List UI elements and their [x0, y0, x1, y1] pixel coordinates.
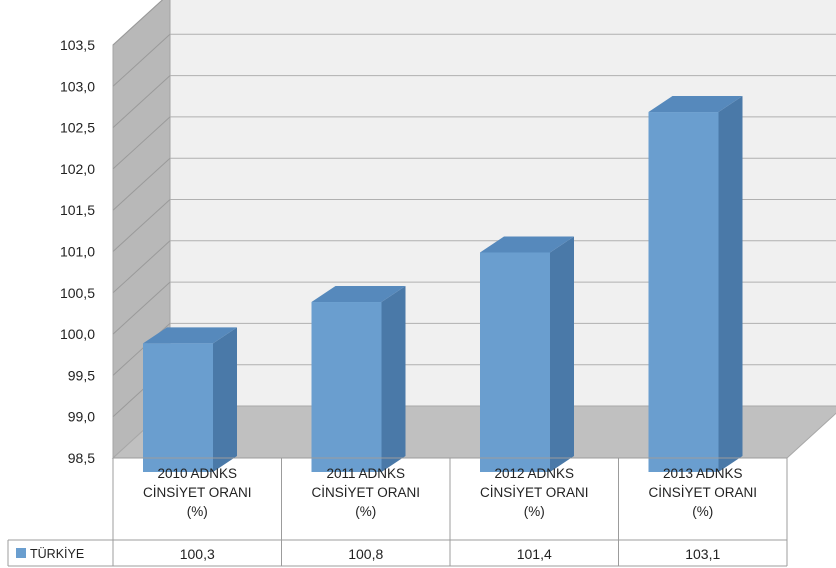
y-tick-label: 101,5	[60, 202, 95, 218]
gridline-side	[112, 75, 171, 128]
gridline-side	[112, 0, 164, 46]
category-label: CİNSİYET ORANI	[143, 485, 252, 500]
data-table-value: 101,4	[517, 546, 552, 562]
y-tick-label: 101,0	[60, 244, 95, 260]
bar	[480, 236, 574, 472]
y-tick-label: 99,0	[68, 409, 95, 425]
y-tick-label: 102,5	[60, 120, 95, 136]
gridline-side	[112, 116, 171, 170]
bar-side	[213, 327, 237, 472]
data-table-value: 100,8	[348, 546, 383, 562]
category-label: CİNSİYET ORANI	[480, 485, 589, 500]
bar-side	[381, 286, 406, 472]
bar	[143, 327, 237, 472]
bar-top	[480, 236, 574, 253]
y-tick-label: 100,5	[60, 285, 95, 301]
y-tick-label: 99,5	[68, 367, 95, 383]
bar-top	[311, 286, 406, 303]
bar-front	[648, 112, 719, 472]
bar-front	[480, 252, 550, 472]
y-tick-label: 98,5	[68, 450, 95, 466]
category-label: CİNSİYET ORANI	[311, 485, 420, 500]
y-axis: 98,5 99,0 99,5 100,0 100,5 101,0 101,5 102,0 102…	[60, 37, 95, 466]
gridline-side	[112, 281, 171, 335]
bar-top	[143, 327, 237, 344]
bar-side	[550, 236, 574, 472]
legend-label: TÜRKİYE	[30, 547, 84, 561]
gridline-side	[112, 157, 171, 211]
category-label: 2013 ADNKS	[663, 466, 743, 481]
category-label: (%)	[187, 504, 208, 519]
y-tick-label: 102,0	[60, 161, 95, 177]
y-tick-label: 103,0	[60, 78, 95, 94]
bar-front	[143, 343, 213, 472]
y-tick-label: 103,5	[60, 37, 95, 53]
category-label: (%)	[355, 504, 376, 519]
category-label: 2011 ADNKS	[326, 466, 405, 481]
category-label: 2010 ADNKS	[157, 466, 237, 481]
data-table: 2010 ADNKS CİNSİYET ORANI (%) 100,3 2011 ADN…	[7, 457, 788, 567]
legend-swatch	[16, 548, 26, 558]
data-table-value: 103,1	[685, 546, 720, 562]
category-label: 2012 ADNKS	[494, 466, 574, 481]
bars	[143, 96, 743, 472]
data-table-value: 100,3	[180, 546, 215, 562]
gridline-side	[112, 199, 171, 252]
category-label: (%)	[692, 504, 713, 519]
y-tick-label: 100,0	[60, 326, 95, 342]
bar-front	[311, 302, 382, 472]
bar	[648, 96, 743, 472]
gridline-side	[112, 240, 171, 294]
bar	[311, 286, 406, 472]
gridline-side	[112, 33, 171, 87]
bar-top	[648, 96, 743, 113]
category-label: (%)	[524, 504, 545, 519]
bar-side	[718, 96, 743, 472]
category-label: CİNSİYET ORANI	[648, 485, 757, 500]
